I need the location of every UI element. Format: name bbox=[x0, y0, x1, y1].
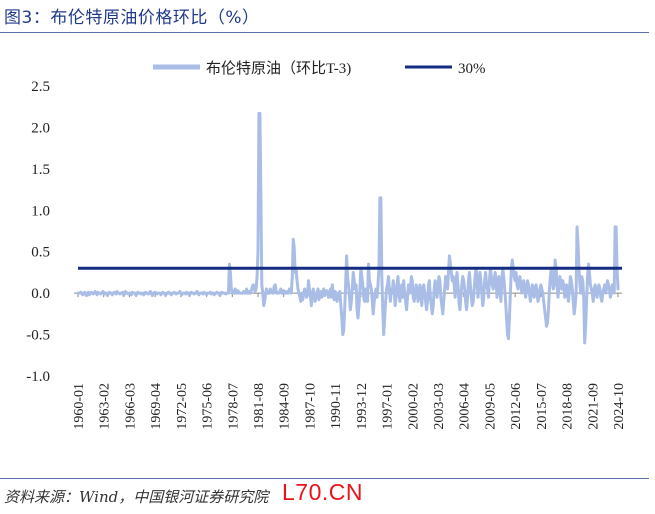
y-tick-label: 1.5 bbox=[31, 162, 50, 178]
watermark: L70.CN bbox=[282, 479, 363, 505]
bottom-divider bbox=[0, 478, 649, 479]
x-tick-label: 1990-11 bbox=[329, 383, 344, 429]
legend: 布伦特原油（环比T-3) 30% bbox=[153, 60, 486, 77]
x-tick-label: 1984-09 bbox=[278, 383, 293, 430]
x-tick-label: 1972-05 bbox=[175, 383, 190, 430]
x-tick-label: 1981-08 bbox=[252, 383, 267, 430]
x-tick-label: 1969-04 bbox=[149, 383, 164, 430]
y-tick-label: 1.0 bbox=[31, 203, 50, 219]
x-tick-label: 2003-03 bbox=[432, 383, 447, 430]
x-tick-label: 2006-04 bbox=[458, 383, 473, 430]
x-tick-label: 1987-10 bbox=[303, 383, 318, 430]
x-tick-label: 1993-12 bbox=[355, 383, 370, 430]
x-tick-label: 1966-03 bbox=[123, 383, 138, 430]
x-tick-label: 2000-02 bbox=[406, 383, 421, 430]
x-tick-label: 2012-06 bbox=[509, 383, 524, 430]
x-tick-label: 1978-07 bbox=[226, 383, 241, 430]
y-tick-label: 2.0 bbox=[31, 120, 50, 136]
x-axis: 1960-01 1963-02 1966-03 1969-04 1972-05 1975-… bbox=[72, 292, 627, 430]
y-tick-label: -1.0 bbox=[26, 369, 50, 385]
y-axis: 2.5 2.0 1.5 1.0 0.5 0.0 -0.5 -1.0 bbox=[26, 79, 50, 385]
legend-label-series: 布伦特原油（环比T-3) bbox=[206, 60, 351, 77]
x-tick-label: 1997-01 bbox=[381, 383, 396, 430]
source-note: 资料来源：Wind，中国银河证券研究院 bbox=[4, 488, 269, 506]
x-tick-label: 2018-08 bbox=[561, 383, 576, 430]
x-tick-label: 2024-10 bbox=[612, 383, 627, 430]
x-tick-label: 1963-02 bbox=[98, 383, 113, 430]
x-tick-label: 2009-05 bbox=[483, 383, 498, 430]
x-tick-label: 1960-01 bbox=[72, 383, 87, 430]
x-tick-label: 2021-09 bbox=[586, 383, 601, 430]
y-tick-label: -0.5 bbox=[26, 328, 50, 344]
series-line-brent-mom bbox=[76, 111, 620, 345]
legend-label-threshold: 30% bbox=[458, 61, 486, 77]
x-tick-label: 2015-07 bbox=[535, 383, 550, 430]
x-tick-label: 1975-06 bbox=[201, 383, 216, 430]
y-tick-label: 0.5 bbox=[31, 245, 50, 261]
top-divider bbox=[0, 32, 649, 33]
y-tick-label: 0.0 bbox=[31, 286, 50, 302]
y-tick-label: 2.5 bbox=[31, 79, 50, 95]
figure-title: 图3：布伦特原油价格环比（%） bbox=[4, 8, 260, 28]
plot-area bbox=[76, 111, 622, 345]
